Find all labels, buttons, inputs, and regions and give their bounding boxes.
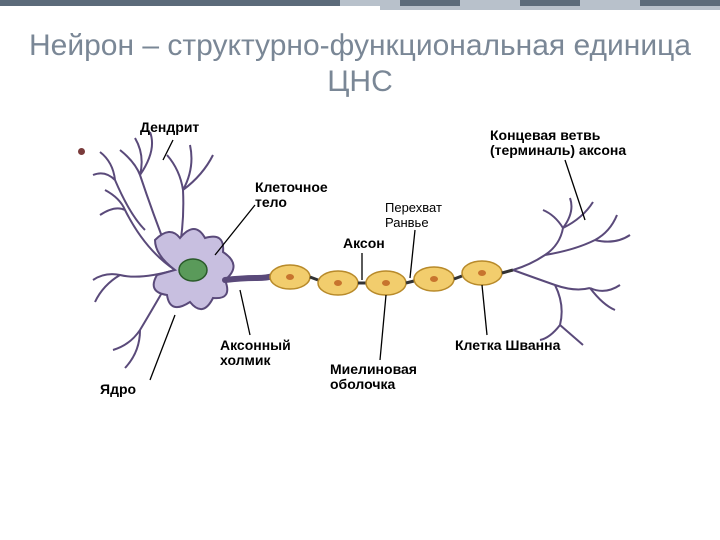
label-myelin: Миелиновая оболочка (330, 362, 440, 392)
label-axon: Аксон (343, 236, 385, 251)
myelin-sheath (270, 261, 513, 295)
nucleus (179, 259, 207, 281)
bullet-icon (78, 148, 85, 155)
label-cell-body: Клеточное тело (255, 180, 345, 210)
page-title: Нейрон – структурно-функциональная едини… (0, 28, 720, 100)
axon-hillock (225, 276, 273, 280)
label-dendrite: Дендрит (140, 120, 199, 135)
neuron-diagram: Дендрит Клеточное тело Аксонный холмик Я… (85, 120, 675, 410)
label-nucleus: Ядро (100, 382, 136, 397)
label-ranvier: Перехват Ранвье (385, 200, 465, 230)
label-schwann: Клетка Шванна (455, 338, 560, 353)
soma (154, 229, 234, 309)
label-axon-hillock: Аксонный холмик (220, 338, 310, 368)
axon-terminals (513, 198, 630, 345)
label-terminal: Концевая ветвь (терминаль) аксона (490, 128, 626, 158)
